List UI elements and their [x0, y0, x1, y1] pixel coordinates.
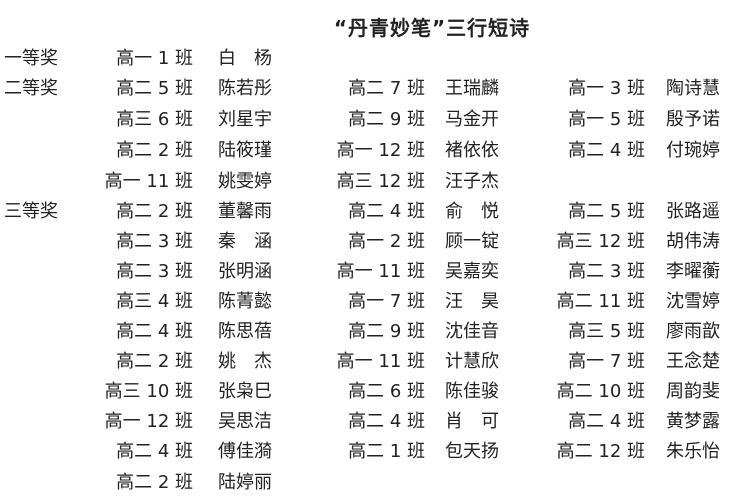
student-name: 张明涵: [218, 261, 272, 282]
class-name: 高二 3 班: [116, 261, 193, 282]
award-row: 高三 10 班 张枭巳 高二 6 班陈佳骏 高二 10 班周韵斐: [0, 377, 734, 407]
award-row: 高一 11 班 姚雯婷 高三 12 班汪子杰: [0, 167, 734, 197]
student-name: 马金开: [445, 109, 499, 130]
student-name: 沈雪婷: [666, 291, 720, 312]
class-name: 高一 2 班: [348, 231, 425, 252]
student-name: 汪 昊: [445, 291, 499, 312]
award-row: 高一 12 班吴思洁 高二 4 班肖 可高二 4 班黄梦露: [0, 407, 734, 437]
class-name: 高一 7 班: [348, 291, 425, 312]
student-name: 秦 涵: [218, 231, 272, 252]
class-name: 高二 4 班: [348, 201, 425, 222]
student-name: 黄梦露: [666, 411, 720, 432]
award-level: 二等奖: [4, 78, 58, 99]
award-row: 高二 2 班 姚 杰 高一 11 班计慧欣 高一 7 班王念楚: [0, 347, 734, 377]
class-name: 高一 1 班: [116, 48, 193, 69]
class-name: 高三 12 班: [336, 171, 425, 192]
student-name: 陆婷丽: [218, 472, 272, 493]
award-row: 高二 3 班张明涵 高一 11 班吴嘉奕 高二 3 班李曜蘅: [0, 257, 734, 287]
award-row: 三等奖 高二 2 班 董馨雨 高二 4 班俞 悦 高二 5 班张路遥: [0, 197, 734, 227]
award-row: 高三 4 班 陈菁懿 高一 7 班汪 昊 高二 11 班沈雪婷: [0, 287, 734, 317]
student-name: 廖雨歆: [666, 321, 720, 342]
student-name: 董馨雨: [218, 201, 272, 222]
student-name: 陆筱瑾: [218, 140, 272, 161]
student-name: 顾一锭: [445, 231, 499, 252]
student-name: 陶诗慧: [666, 78, 720, 99]
student-name: 吴思洁: [218, 411, 272, 432]
student-name: 周韵斐: [666, 381, 720, 402]
class-name: 高二 11 班: [556, 291, 645, 312]
student-name: 包天扬: [445, 441, 499, 462]
student-name: 褚依依: [445, 140, 499, 161]
class-name: 高三 10 班: [104, 381, 193, 402]
class-name: 高二 12 班: [556, 441, 645, 462]
class-name: 高一 5 班: [568, 109, 645, 130]
award-row: 一等奖 高一 1 班 白 杨: [0, 44, 734, 74]
class-name: 高一 12 班: [336, 140, 425, 161]
class-name: 高二 3 班: [568, 261, 645, 282]
class-name: 高二 2 班: [116, 140, 193, 161]
student-name: 肖 可: [445, 411, 499, 432]
class-name: 高二 4 班: [348, 411, 425, 432]
student-name: 白 杨: [218, 48, 272, 69]
student-name: 傅佳漪: [218, 441, 272, 462]
award-row: 高二 3 班 秦 涵 高一 2 班顾一锭 高三 12 班胡伟涛: [0, 227, 734, 257]
class-name: 高二 2 班: [116, 351, 193, 372]
award-row: 高三 6 班 刘星宇 高二 9 班马金开 高一 5 班殷予诺: [0, 105, 734, 135]
class-name: 高二 3 班: [116, 231, 193, 252]
class-name: 高二 1 班: [348, 441, 425, 462]
student-name: 陈菁懿: [218, 291, 272, 312]
class-name: 高二 4 班: [116, 321, 193, 342]
class-name: 高二 2 班: [116, 201, 193, 222]
student-name: 陈思蓓: [218, 321, 272, 342]
award-level: 一等奖: [4, 48, 58, 69]
class-name: 高一 11 班: [336, 261, 425, 282]
page-title: “丹青妙笔”三行短诗: [333, 16, 531, 40]
award-row: 高二 4 班 陈思蓓 高二 9 班沈佳音 高三 5 班廖雨歆: [0, 317, 734, 347]
class-name: 高二 5 班: [568, 201, 645, 222]
class-name: 高二 7 班: [348, 78, 425, 99]
student-name: 陈佳骏: [445, 381, 499, 402]
class-name: 高二 9 班: [348, 321, 425, 342]
student-name: 刘星宇: [218, 109, 272, 130]
student-name: 汪子杰: [445, 171, 499, 192]
class-name: 高二 4 班: [568, 140, 645, 161]
student-name: 计慧欣: [445, 351, 499, 372]
student-name: 沈佳音: [445, 321, 499, 342]
class-name: 高二 4 班: [116, 441, 193, 462]
student-name: 付琬婷: [666, 140, 720, 161]
student-name: 殷予诺: [666, 109, 720, 130]
class-name: 高二 9 班: [348, 109, 425, 130]
student-name: 胡伟涛: [666, 231, 720, 252]
class-name: 高一 11 班: [336, 351, 425, 372]
student-name: 姚 杰: [218, 351, 272, 372]
student-name: 朱乐怡: [666, 441, 720, 462]
student-name: 张路遥: [666, 201, 720, 222]
student-name: 王瑞麟: [445, 78, 499, 99]
award-level: 三等奖: [4, 201, 58, 222]
class-name: 高三 4 班: [116, 291, 193, 312]
class-name: 高二 4 班: [568, 411, 645, 432]
student-name: 张枭巳: [218, 381, 272, 402]
award-row: 高二 4 班 傅佳漪 高二 1 班包天扬 高二 12 班朱乐怡: [0, 437, 734, 467]
class-name: 高三 6 班: [116, 109, 193, 130]
class-name: 高三 12 班: [556, 231, 645, 252]
student-name: 俞 悦: [445, 201, 499, 222]
student-name: 王念楚: [666, 351, 720, 372]
award-row: 高二 2 班 陆筱瑾 高一 12 班褚依依 高二 4 班付琬婷: [0, 136, 734, 166]
award-row: 二等奖 高二 5 班 陈若彤 高二 7 班王瑞麟 高一 3 班陶诗慧: [0, 74, 734, 104]
class-name: 高二 10 班: [556, 381, 645, 402]
class-name: 高二 6 班: [348, 381, 425, 402]
class-name: 高一 11 班: [104, 171, 193, 192]
class-name: 高一 12 班: [104, 411, 193, 432]
class-name: 高一 3 班: [568, 78, 645, 99]
class-name: 高一 7 班: [568, 351, 645, 372]
class-name: 高二 2 班: [116, 472, 193, 493]
award-row: 高二 2 班 陆婷丽: [0, 468, 734, 498]
student-name: 姚雯婷: [218, 171, 272, 192]
student-name: 李曜蘅: [666, 261, 720, 282]
student-name: 吴嘉奕: [445, 261, 499, 282]
class-name: 高三 5 班: [568, 321, 645, 342]
student-name: 陈若彤: [218, 78, 272, 99]
class-name: 高二 5 班: [116, 78, 193, 99]
